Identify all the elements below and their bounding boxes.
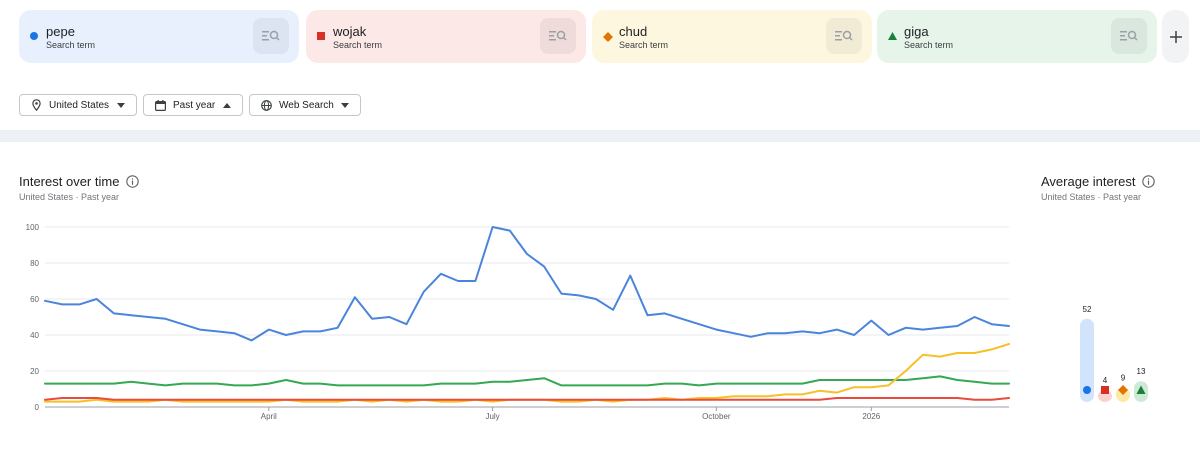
explore-term-button[interactable]: [253, 18, 289, 54]
search-term-name[interactable]: pepe: [46, 24, 75, 39]
average-interest-chart[interactable]: 52 4 9 13: [1060, 290, 1160, 410]
diamond-marker-icon: [603, 32, 613, 42]
search-terms-bar: pepe Search term wojak Search term chud …: [19, 10, 1189, 63]
location-pin-icon: [29, 99, 43, 111]
average-value-label: 13: [1137, 367, 1146, 376]
diamond-marker-icon: [1118, 385, 1128, 395]
triangle-marker-icon: [1136, 385, 1146, 394]
search-term-label: Search term: [904, 40, 954, 50]
interest-over-time-title: Interest over time: [19, 174, 140, 189]
explore-search-icon: [835, 30, 853, 41]
explore-term-button[interactable]: [826, 18, 862, 54]
explore-search-icon: [1120, 30, 1138, 41]
explore-term-button[interactable]: [1111, 18, 1147, 54]
square-marker-icon: [1101, 386, 1109, 394]
average-bar-pepe: [1080, 318, 1094, 402]
search-term-card-giga[interactable]: giga Search term: [877, 10, 1157, 63]
average-value-label: 9: [1121, 374, 1126, 383]
average-interest-heading: Average interest: [1041, 174, 1136, 189]
search-property-filter-label: Web Search: [279, 99, 334, 111]
search-property-filter[interactable]: Web Search: [249, 94, 361, 116]
search-term-label: Search term: [46, 40, 96, 50]
y-tick-label: 80: [30, 259, 39, 268]
x-tick-label: July: [485, 412, 499, 421]
info-icon[interactable]: [126, 175, 140, 188]
calendar-icon: [153, 99, 167, 111]
caret-down-icon: [117, 103, 125, 108]
search-term-label: Search term: [619, 40, 669, 50]
average-interest-title: Average interest: [1041, 174, 1156, 189]
time-period-filter-label: Past year: [173, 99, 216, 111]
region-filter[interactable]: United States: [19, 94, 137, 116]
average-interest-subtitle: United States · Past year: [1041, 192, 1142, 202]
search-term-card-chud[interactable]: chud Search term: [592, 10, 872, 63]
y-tick-label: 40: [30, 331, 39, 340]
info-icon[interactable]: [1142, 175, 1156, 188]
interest-over-time-chart[interactable]: 0 20 40 60 80 100 April July October 2026: [19, 215, 1019, 425]
explore-term-button[interactable]: [540, 18, 576, 54]
explore-search-icon: [262, 30, 280, 41]
search-term-name[interactable]: giga: [904, 24, 929, 39]
square-marker-icon: [317, 32, 325, 40]
region-filter-label: United States: [49, 99, 110, 111]
x-tick-label: October: [702, 412, 731, 421]
average-value-label: 52: [1083, 305, 1092, 314]
series-line-chud: [44, 343, 1010, 403]
plus-icon: [1169, 30, 1182, 43]
interest-over-time-subtitle: United States · Past year: [19, 192, 120, 202]
circle-marker-icon: [1083, 386, 1091, 394]
caret-up-icon: [223, 103, 231, 108]
time-period-filter[interactable]: Past year: [143, 94, 243, 116]
average-value-label: 4: [1103, 376, 1108, 385]
series-line-pepe: [44, 226, 1010, 342]
add-comparison-button[interactable]: [1162, 10, 1189, 63]
interest-over-time-heading: Interest over time: [19, 174, 120, 189]
x-tick-label: April: [261, 412, 277, 421]
series-line-wojak: [44, 397, 1010, 401]
search-term-name[interactable]: chud: [619, 24, 648, 39]
globe-icon: [259, 99, 273, 111]
y-tick-label: 100: [26, 223, 40, 232]
explore-search-icon: [549, 30, 567, 41]
y-tick-label: 60: [30, 295, 39, 304]
search-term-card-pepe[interactable]: pepe Search term: [19, 10, 299, 63]
search-term-label: Search term: [333, 40, 383, 50]
x-tick-label: 2026: [862, 412, 880, 421]
search-term-name[interactable]: wojak: [333, 24, 367, 39]
section-divider: [0, 130, 1200, 142]
triangle-marker-icon: [888, 32, 897, 40]
series-line-giga: [44, 375, 1010, 387]
circle-marker-icon: [30, 32, 38, 40]
search-term-card-wojak[interactable]: wojak Search term: [306, 10, 586, 63]
y-tick-label: 0: [35, 403, 40, 412]
y-tick-label: 20: [30, 367, 39, 376]
caret-down-icon: [341, 103, 349, 108]
